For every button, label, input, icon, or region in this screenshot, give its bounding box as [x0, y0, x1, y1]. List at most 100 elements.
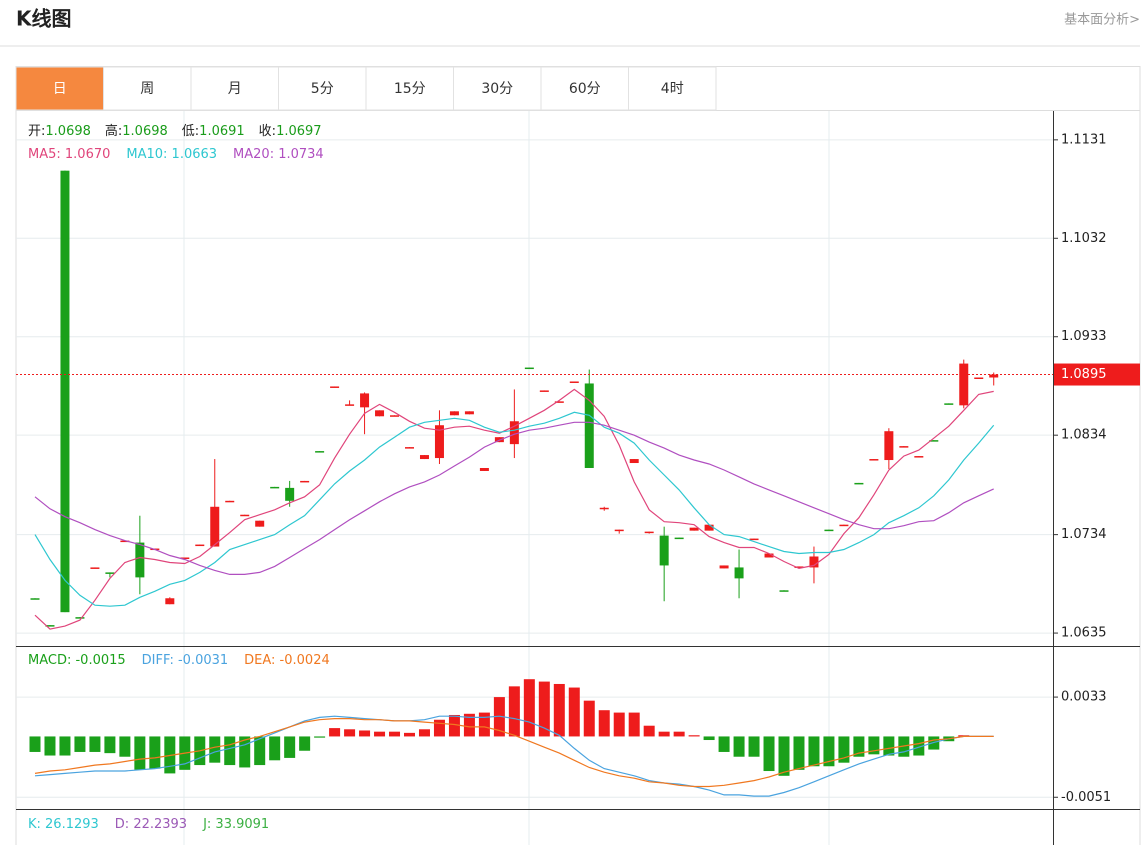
- macd-bar: [404, 732, 415, 737]
- candle-body: [914, 456, 924, 458]
- candle-body: [599, 507, 609, 510]
- ohlc-value: 1.0691: [199, 124, 245, 139]
- candle-body: [809, 556, 819, 568]
- candle-body: [524, 367, 534, 370]
- candle-body: [60, 170, 70, 613]
- candle-body: [584, 383, 594, 468]
- macd-bar: [748, 736, 760, 757]
- candle-body: [464, 411, 474, 415]
- tab-label[interactable]: 日: [53, 81, 67, 97]
- last-price-label: 1.0895: [1061, 367, 1107, 382]
- candle-body: [884, 431, 894, 461]
- macd-line: [34, 715, 994, 797]
- ohlc-value: 1.0698: [45, 124, 91, 139]
- macd-bar: [239, 736, 251, 768]
- y-tick-label: 1.1032: [1061, 231, 1107, 246]
- tab-label[interactable]: 30分: [481, 81, 513, 97]
- candle-body: [225, 500, 235, 503]
- candle-body: [704, 524, 714, 531]
- legend-entry: D: 22.2393: [115, 817, 187, 832]
- tab[interactable]: [365, 66, 454, 111]
- candle-body: [509, 421, 519, 445]
- macd-line: [34, 718, 994, 788]
- tab[interactable]: [453, 66, 542, 111]
- candle-body: [449, 411, 459, 416]
- candle-body: [330, 386, 340, 388]
- macd-bar: [389, 731, 401, 737]
- ohlc-value: 1.0698: [122, 124, 168, 139]
- candle-body: [959, 363, 969, 406]
- macd-bar: [29, 736, 41, 752]
- candle-body: [824, 529, 834, 532]
- macd-bar: [104, 736, 116, 754]
- y-tick-label: 1.0933: [1061, 329, 1107, 344]
- candle-body: [195, 544, 205, 547]
- macd-bar: [523, 679, 535, 737]
- y-tick-label: -0.0051: [1061, 790, 1111, 805]
- candle-body: [75, 617, 85, 619]
- y-tick-label: 1.0635: [1061, 626, 1107, 641]
- ma-line: [34, 388, 994, 630]
- candle-body: [375, 410, 385, 417]
- candle-body: [854, 482, 864, 485]
- tab-label[interactable]: 周: [140, 81, 154, 97]
- candle-body: [644, 531, 654, 534]
- tab-label[interactable]: 60分: [569, 81, 601, 97]
- legend-entry: K: 26.1293: [28, 817, 99, 832]
- candle-body: [345, 404, 355, 406]
- macd-bar: [583, 700, 595, 737]
- y-tick-label: 1.1131: [1061, 132, 1107, 147]
- tab[interactable]: [190, 66, 279, 111]
- macd-bar: [823, 736, 835, 767]
- candle-body: [734, 567, 744, 579]
- last-price-box: [1054, 363, 1140, 386]
- candle-body: [300, 480, 310, 483]
- macd-bar: [209, 736, 221, 763]
- candle-body: [479, 467, 489, 471]
- candle-body: [180, 557, 190, 559]
- macd-bar: [628, 712, 640, 737]
- legend: MA5: 1.0670 MA10: 1.0663 MA20: 1.0734: [28, 147, 324, 162]
- tab[interactable]: [540, 66, 629, 111]
- legend-entry: MACD: -0.0015: [28, 653, 126, 668]
- macd-bar: [478, 712, 490, 737]
- macd-bar: [224, 736, 236, 766]
- legend-entry: MA10: 1.0663: [126, 147, 217, 162]
- candle-body: [674, 537, 684, 540]
- macd-bar: [688, 735, 700, 737]
- candle-body: [255, 520, 265, 527]
- macd-bar: [658, 731, 670, 737]
- tab-label[interactable]: 15分: [394, 81, 426, 97]
- macd-bar: [853, 736, 865, 757]
- macd-bar: [418, 729, 430, 737]
- fundamental-link[interactable]: 基本面分析>: [1064, 13, 1140, 28]
- candle-body: [944, 403, 954, 405]
- candle-body: [120, 540, 130, 543]
- candle-body: [659, 535, 669, 566]
- y-tick-label: 1.0734: [1061, 527, 1107, 542]
- candle-body: [764, 553, 774, 558]
- candle-body: [974, 377, 984, 380]
- tab-label[interactable]: 4时: [661, 81, 684, 97]
- candle-body: [270, 486, 280, 489]
- candle-body: [839, 524, 849, 527]
- ohlc-label: 开:: [28, 124, 45, 139]
- macd-bar: [568, 687, 580, 737]
- tab[interactable]: [103, 66, 192, 111]
- macd-bar: [314, 736, 326, 738]
- y-tick-label: 1.0834: [1061, 428, 1107, 443]
- macd-bar: [553, 683, 565, 737]
- candle-body: [240, 514, 250, 517]
- tab[interactable]: [628, 66, 717, 111]
- legend-entry: MA20: 1.0734: [233, 147, 324, 162]
- macd-bar: [838, 736, 850, 763]
- tab-label[interactable]: 月: [228, 81, 242, 97]
- legend: MACD: -0.0015 DIFF: -0.0031 DEA: -0.0024: [28, 653, 330, 668]
- tab-label[interactable]: 5分: [311, 81, 334, 97]
- tab[interactable]: [278, 66, 367, 111]
- candle-body: [554, 401, 564, 403]
- candle-body: [390, 415, 400, 417]
- candle-body: [135, 542, 145, 578]
- candle-body: [689, 527, 699, 531]
- ohlc-info: 开:1.0698 高:1.0698 低:1.0691 收:1.0697: [28, 123, 322, 139]
